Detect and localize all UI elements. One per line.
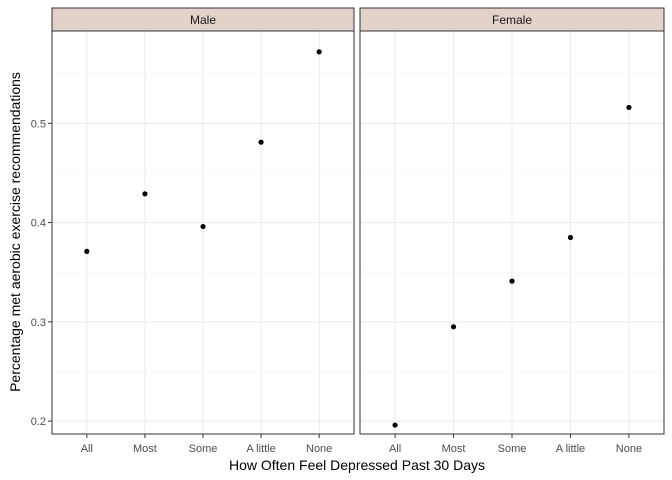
data-point-female-2 [450, 324, 457, 330]
data-point-male-4 [258, 139, 264, 145]
data-point-male-5 [316, 49, 322, 55]
x-tick-label: Some [498, 443, 527, 455]
facet-strip [51, 7, 355, 32]
y-tick-label: 0.5 [31, 118, 46, 130]
x-tick-label: A little [556, 443, 585, 455]
x-tick-label: A little [246, 443, 275, 455]
x-tick-label: Some [189, 443, 218, 455]
data-point-female-3 [509, 278, 515, 284]
x-tick-label: None [616, 443, 642, 455]
y-tick-label: 0.3 [31, 317, 46, 329]
y-tick-label: 0.2 [31, 416, 46, 428]
data-point-male-1 [84, 248, 90, 254]
y-axis-title: Percentage met aerobic exercise recommen… [7, 72, 23, 392]
x-tick-label: All [389, 443, 401, 455]
facet-label-male: Male [190, 13, 216, 27]
x-tick-label: Most [133, 443, 157, 455]
data-point-female-4 [567, 234, 574, 241]
data-point-male-2 [142, 191, 148, 197]
x-tick-label: Most [442, 443, 466, 455]
x-tick-label: None [306, 443, 332, 455]
y-tick-label: 0.4 [31, 218, 46, 230]
data-point-female-5 [626, 104, 632, 111]
facet-strip [359, 7, 665, 32]
plot-area: Male All Most Some A little None Female All Most… [31, 7, 665, 455]
x-tick-label: All [81, 443, 93, 455]
data-point-female-1 [392, 422, 398, 428]
data-point-male-3 [200, 223, 206, 230]
facet-label-female: Female [492, 13, 532, 27]
x-axis-title: How Often Feel Depressed Past 30 Days [229, 457, 485, 473]
